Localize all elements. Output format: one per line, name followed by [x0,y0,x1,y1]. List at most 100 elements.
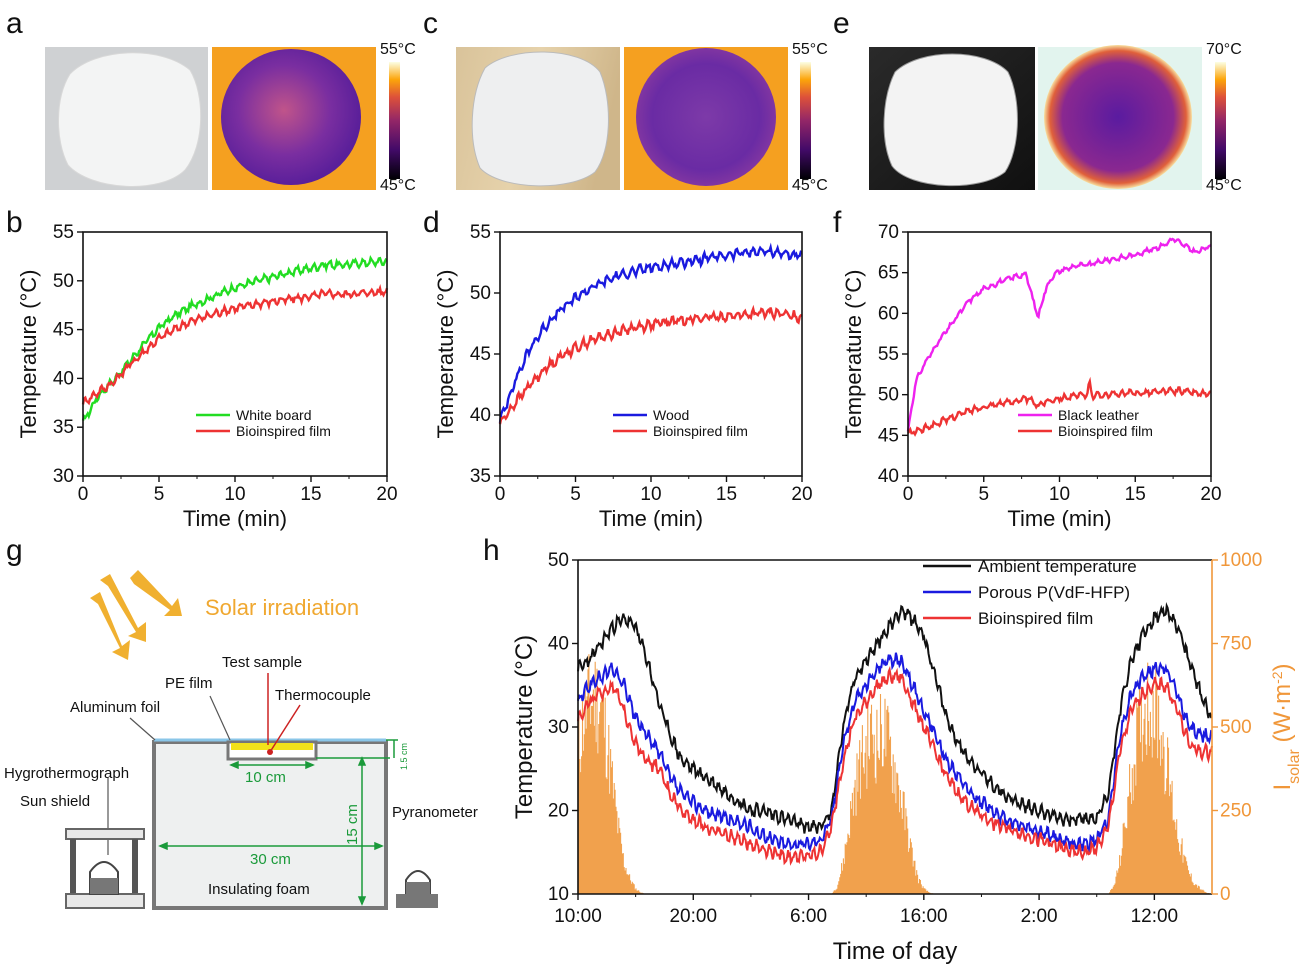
y-tick-label: 40 [548,634,569,655]
x-tick-label: 10:00 [554,906,602,927]
y-tick-label: 50 [470,283,491,304]
chart-f: 0 5 10 15 20 40 45 50 55 60 65 70 Time (min) Temperat… [841,222,1222,531]
pe-film-label: PE film [165,675,213,692]
y-tick-label: 55 [878,344,899,365]
colorbar-c-max: 55°C [792,41,828,58]
y2-tick-label: 750 [1220,634,1252,655]
solar-irradiation-label: Solar irradiation [205,595,359,620]
x-tick-label: 2:00 [1021,906,1058,927]
series-line-bioinspired-film [498,304,803,425]
hygrothermograph-label: Hygrothermograph [4,765,129,782]
y-axis-label: Temperature (°C) [511,635,538,819]
dim-10cm-label: 10 cm [245,769,286,786]
x-tick-label: 5 [978,484,989,505]
hygrothermograph-icon [89,861,119,895]
colorbar-e-max: 70°C [1206,41,1242,58]
series-line-ambient-temperature [577,602,1213,834]
colorbar-a-min: 45°C [380,177,416,194]
y2-axis-label-part: solar [1286,749,1303,784]
aluminum-foil-label: Aluminum foil [70,699,160,716]
sample-disk-photo-c [471,51,609,187]
panel-label-g: g [6,534,23,567]
x-tick-label: 6:00 [790,906,827,927]
y-tick-label: 45 [470,344,491,365]
y-axis-label: Temperature (°C) [433,270,458,439]
panel-label-e: e [833,7,850,40]
y-tick-label: 70 [878,222,899,243]
y2-axis-label-part: (W·m [1269,684,1296,749]
chart-d: 0 5 10 15 20 35 40 45 50 55 Time (min) Temperature … [433,222,813,531]
insulating-foam-box [152,740,388,910]
y-tick-label: 20 [548,801,569,822]
y-tick-label: 55 [53,222,74,243]
x-tick-label: 20 [376,484,397,505]
legend-label: Ambient temperature [978,557,1137,576]
aluminum-foil-leader [129,717,156,741]
legend-label: White board [236,407,311,423]
y-axis-label: Temperature (°C) [841,270,866,439]
colorbar-c-min: 45°C [792,177,828,194]
x-tick-label: 20 [1200,484,1221,505]
x-tick-label: 0 [495,484,506,505]
sun-shield-icon [65,828,145,909]
x-tick-label: 10 [1049,484,1070,505]
x-tick-label: 5 [154,484,165,505]
x-tick-label: 0 [903,484,914,505]
plot-frame [907,231,1212,477]
legend-label: Porous P(VdF-HFP) [978,583,1130,602]
x-tick-label: 20 [791,484,812,505]
thermal-disk-a [221,49,361,185]
legend-label: Black leather [1058,407,1139,423]
colorbar-a [389,62,400,179]
panel-label-f: f [833,206,842,239]
thermocouple-label: Thermocouple [275,687,371,704]
legend-label: Bioinspired film [653,423,748,439]
x-axis-label: Time (min) [183,506,287,531]
pe-film-leader [209,695,231,741]
series-line-bioinspired-film [81,283,389,406]
panel-label-c: c [423,7,438,40]
x-axis-label: Time (min) [599,506,703,531]
test-sample-layer [231,743,313,750]
sample-disk-photo-e [883,53,1018,187]
series-line-white-board [81,254,388,421]
x-tick-label: 15 [716,484,737,505]
y-tick-label: 10 [548,884,569,905]
colorbar-c [800,62,811,179]
plot-frame [82,231,388,477]
x-tick-label: 12:00 [1131,906,1179,927]
legend-label: Bioinspired film [978,609,1093,628]
test-sample-label: Test sample [222,654,302,671]
panel-label-a: a [6,7,23,40]
y-tick-label: 65 [878,263,899,284]
y-tick-label: 50 [548,550,569,571]
y-tick-label: 30 [548,717,569,738]
y2-tick-label: 500 [1220,717,1252,738]
legend-label: Bioinspired film [236,423,331,439]
x-axis-label: Time of day [833,938,958,965]
y-tick-label: 50 [53,271,74,292]
y2-axis-label-part: I [1269,784,1296,791]
series-line-porous-p-vdf-hfp- [577,652,1213,854]
sun-rays-icon [90,570,182,660]
thermal-disk-c [636,48,776,186]
legend-label: Bioinspired film [1058,423,1153,439]
y-axis-label: Temperature (°C) [16,270,41,439]
x-tick-label: 5 [570,484,581,505]
y2-tick-label: 1000 [1220,550,1262,571]
x-tick-label: 20:00 [669,906,717,927]
y-tick-label: 60 [878,303,899,324]
y2-tick-label: 250 [1220,801,1252,822]
pyranometer-label: Pyranometer [392,804,478,821]
colorbar-e [1215,62,1226,179]
series-line-bioinspired-film [577,665,1213,866]
colorbar-a-max: 55°C [380,41,416,58]
y-tick-label: 40 [878,466,899,487]
colorbar-e-min: 45°C [1206,177,1242,194]
sample-disk-photo-a [58,52,202,187]
chart-h: 10:00 20:00 6:00 16:00 2:00 12:00102030405002… [511,550,1303,965]
y-tick-label: 35 [470,466,491,487]
y-tick-label: 55 [470,222,491,243]
insulating-foam-label: Insulating foam [208,881,310,898]
